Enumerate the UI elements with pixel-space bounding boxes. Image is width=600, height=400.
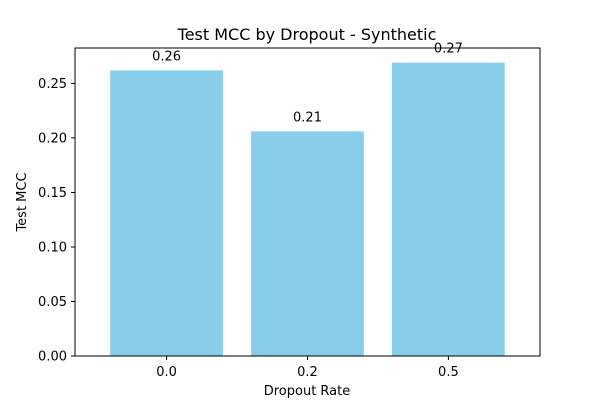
y-axis-label: Test MCC xyxy=(15,172,30,232)
y-tick-label: 0.15 xyxy=(38,186,67,201)
y-tick-label: 0.00 xyxy=(38,350,67,365)
data-label-0.5: 0.27 xyxy=(434,42,463,57)
bars-group xyxy=(110,62,505,357)
x-axis: 0.0 0.2 0.5 xyxy=(156,356,459,380)
bar-0.5 xyxy=(392,62,505,356)
data-label-0.0: 0.26 xyxy=(152,49,181,64)
chart-title: Test MCC by Dropout - Synthetic xyxy=(177,25,437,44)
y-tick-label: 0.05 xyxy=(38,295,67,310)
y-axis: 0.00 0.05 0.10 0.15 0.20 0.25 xyxy=(38,77,75,365)
x-axis-label: Dropout Rate xyxy=(264,384,351,399)
data-label-0.2: 0.21 xyxy=(293,110,322,125)
x-tick-label: 0.2 xyxy=(297,365,318,380)
data-labels-group: 0.26 0.21 0.27 xyxy=(152,42,463,126)
y-tick-label: 0.25 xyxy=(38,77,67,92)
y-tick-label: 0.10 xyxy=(38,241,67,256)
bar-0.2 xyxy=(251,131,364,356)
x-tick-label: 0.5 xyxy=(438,365,459,380)
bar-0.0 xyxy=(110,70,223,357)
y-tick-label: 0.20 xyxy=(38,131,67,146)
x-tick-label: 0.0 xyxy=(156,365,177,380)
plot-frame xyxy=(74,47,541,357)
